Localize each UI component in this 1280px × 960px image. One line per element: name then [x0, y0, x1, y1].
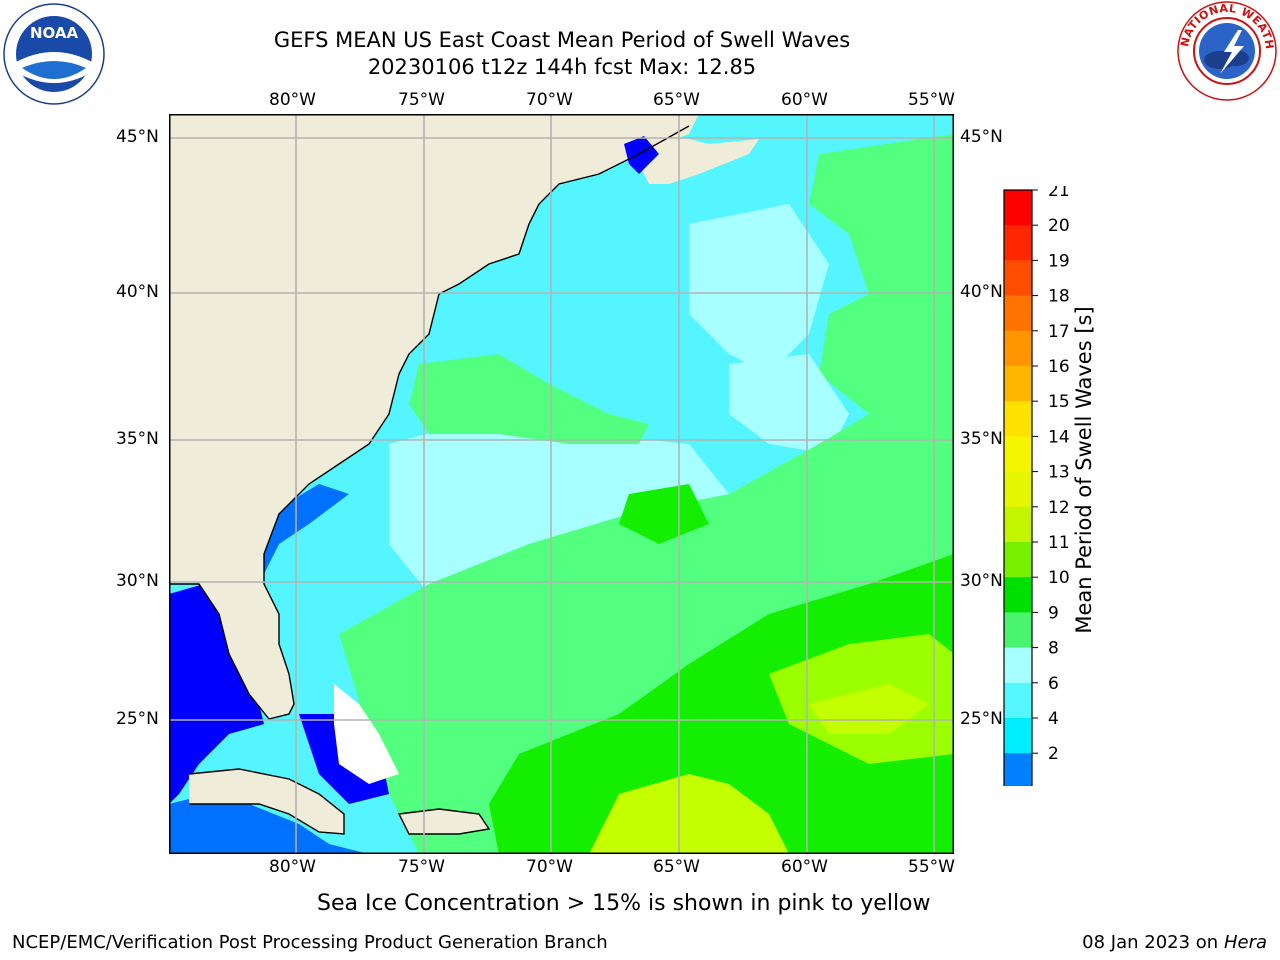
map-frame: [169, 114, 954, 854]
colorbar-tick-label: 20: [1048, 216, 1070, 236]
lon-label-bottom-80w: 80°W: [269, 857, 316, 877]
colorbar-segment: [1004, 436, 1032, 473]
field-yellowgreen-3: [809, 684, 929, 734]
field-green-band-upper: [409, 354, 649, 444]
lat-label-right-35n: 35°N: [960, 429, 1003, 449]
colorbar-segment: [1004, 330, 1032, 367]
field-lightcyan-north: [689, 204, 829, 374]
lat-label-right-40n: 40°N: [960, 282, 1003, 302]
colorbar-tick-label: 4: [1048, 709, 1059, 729]
field-fundy-blue: [624, 136, 659, 174]
colorbar-segment: [1004, 542, 1032, 578]
lon-label-top-60w: 60°W: [781, 90, 828, 110]
colorbar-tick-label: 11: [1048, 533, 1070, 553]
colorbar-tick-label: 15: [1048, 392, 1070, 412]
footer-branch: NCEP/EMC/Verification Post Processing Pr…: [12, 932, 608, 953]
colorbar-tick-label: 8: [1048, 639, 1059, 659]
colorbar-tick-label: 16: [1048, 357, 1070, 377]
noaa-logo-text: NOAA: [30, 24, 79, 42]
lon-label-top-65w: 65°W: [653, 90, 700, 110]
field-green-northeast: [809, 134, 954, 444]
colorbar-segment: [1004, 506, 1032, 543]
colorbar-segment: [1004, 718, 1032, 754]
colorbar-tick-label: 17: [1048, 322, 1070, 342]
colorbar-segment: [1004, 260, 1032, 297]
footer-date-text: 08 Jan 2023 on: [1082, 932, 1224, 953]
colorbar-segment: [1004, 190, 1032, 226]
colorbar-tick-label: 10: [1048, 568, 1070, 588]
lon-label-bottom-75w: 75°W: [398, 857, 445, 877]
colorbar-segment: [1004, 682, 1032, 719]
field-caribbean-blue: [169, 794, 369, 854]
colorbar-tick-label: 12: [1048, 498, 1070, 518]
colorbar-label: Mean Period of Swell Waves [s]: [1072, 306, 1096, 634]
field-lightcyan-mid: [389, 414, 729, 594]
lon-label-top-80w: 80°W: [269, 90, 316, 110]
colorbar-segment: [1004, 753, 1032, 786]
colorbar-tick-label: 19: [1048, 251, 1070, 271]
lon-label-bottom-55w: 55°W: [908, 857, 955, 877]
colorbar-segment: [1004, 366, 1032, 402]
colorbar-segment: [1004, 577, 1032, 613]
lon-label-top-55w: 55°W: [908, 90, 955, 110]
field-gulf-blue: [169, 584, 264, 804]
field-lightcyan-mid2: [729, 354, 849, 454]
coastline-cuba: [188, 768, 345, 835]
lat-label-left-25n: 25°N: [116, 709, 159, 729]
footer-machine: Hera: [1223, 932, 1267, 953]
chart-title: GEFS MEAN US East Coast Mean Period of S…: [273, 28, 851, 52]
lat-label-right-30n: 30°N: [960, 571, 1003, 591]
colorbar-tick-label: 6: [1048, 674, 1059, 694]
noaa-logo: NOAA: [3, 3, 105, 105]
lat-label-left-35n: 35°N: [116, 429, 159, 449]
lat-label-right-25n: 25°N: [960, 709, 1003, 729]
colorbar-tick-label: 2: [1048, 744, 1059, 764]
land-eastern-us: [169, 114, 699, 719]
field-yellowgreen-1: [589, 774, 789, 854]
lon-label-bottom-60w: 60°W: [781, 857, 828, 877]
lat-label-left-45n: 45°N: [116, 127, 159, 147]
sea-ice-note: Sea Ice Concentration > 15% is shown in …: [317, 891, 931, 916]
coastline-east: [169, 125, 690, 720]
lat-label-left-30n: 30°N: [116, 571, 159, 591]
colorbar-tick-label: 13: [1048, 463, 1070, 483]
footer-date: 08 Jan 2023 on Hera: [1082, 932, 1267, 954]
colorbar-tick-label: 14: [1048, 427, 1070, 447]
colorbar-segment: [1004, 612, 1032, 649]
lon-label-top-75w: 75°W: [398, 90, 445, 110]
chart-subtitle: 20230106 t12z 144h fcst Max: 12.85: [367, 55, 757, 79]
colorbar-segment: [1004, 401, 1032, 437]
land-cuba: [189, 769, 344, 834]
lat-label-right-45n: 45°N: [960, 127, 1003, 147]
colorbar: 21 20 19 18 17 16 15 14 13 12 11 10 9 8 6 4 2: [1003, 186, 1070, 786]
field-midgreen-patch: [619, 484, 709, 544]
colorbar-segment: [1004, 647, 1032, 684]
lon-label-bottom-65w: 65°W: [653, 857, 700, 877]
colorbar-tick-label: 21: [1048, 186, 1070, 201]
colorbar-segment: [1004, 225, 1032, 261]
colorbar-tick-label: 18: [1048, 287, 1070, 307]
map-panel: [169, 114, 954, 854]
colorbar-tick-label: 9: [1048, 603, 1059, 623]
colorbar-frame: [1003, 189, 1033, 786]
field-midgreen-south: [489, 554, 954, 854]
lon-label-top-70w: 70°W: [526, 90, 573, 110]
colorbar-segment: [1004, 471, 1032, 508]
lon-label-bottom-70w: 70°W: [526, 857, 573, 877]
field-bahamas-white: [334, 684, 399, 784]
nws-logo: NATIONAL WEATHER SERVICE: [1176, 0, 1277, 101]
lat-label-left-40n: 40°N: [116, 282, 159, 302]
colorbar-segment: [1004, 295, 1032, 332]
land-hispaniola: [399, 809, 489, 834]
coastline-hispaniola: [397, 808, 491, 835]
